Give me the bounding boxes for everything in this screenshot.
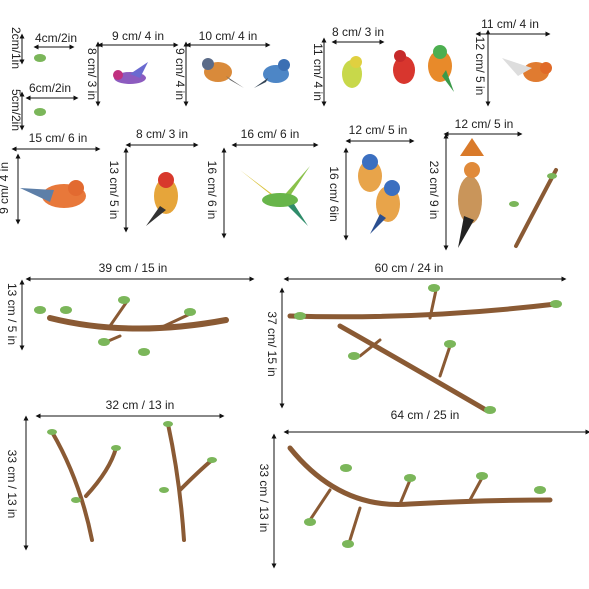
dimension-label: 23 cm/ 9 in: [427, 161, 441, 220]
dimension-label: 33 cm / 13 in: [5, 450, 19, 519]
dimension-label: 11 cm/ 4 in: [481, 17, 539, 31]
dimension-label: 16 cm/ 6in: [327, 166, 341, 221]
dimension-label: 37 cm/ 15 in: [265, 311, 279, 376]
dimension-label: 13 cm/ 5 in: [107, 161, 121, 220]
dimension-label: 4cm/2in: [35, 31, 77, 45]
dimension-label: 2cm/1in: [9, 27, 23, 69]
dimension-label: 8 cm/ 3 in: [85, 48, 99, 100]
vertical-dimensions: 2cm/1in 8 cm/ 3 in 9 cm/ 4 in 11 cm/ 4 i…: [0, 27, 491, 569]
horizontal-dimensions: 4cm/2in 9 cm/ 4 in 10 cm/ 4 in 8 cm/ 3 i…: [11, 17, 589, 435]
dimension-label: 8 cm/ 3 in: [332, 25, 384, 39]
dimension-label: 32 cm / 13 in: [106, 398, 175, 412]
dimension-label: 5cm/2in: [9, 89, 23, 131]
dimension-label: 60 cm / 24 in: [375, 261, 444, 275]
dimension-label: 8 cm/ 3 in: [136, 127, 188, 141]
dimension-label: 9 cm/ 4 in: [173, 48, 187, 100]
dimension-label: 9 cm/ 4 in: [112, 29, 164, 43]
branches: [34, 284, 562, 548]
dimension-label: 12 cm/ 5 in: [349, 123, 408, 137]
dimension-label: 12 cm/ 5 in: [473, 37, 487, 96]
dimension-label: 15 cm/ 6 in: [29, 131, 88, 145]
dimension-label: 16 cm/ 6 in: [241, 127, 300, 141]
birds: [20, 45, 558, 248]
dimension-label: 33 cm / 13 in: [257, 464, 271, 533]
dimension-label: 13 cm / 5 in: [5, 283, 19, 345]
dimension-label: 11 cm/ 4 in: [311, 43, 325, 101]
dimension-label: 10 cm/ 4 in: [199, 29, 258, 43]
dimension-label: 6cm/2in: [29, 81, 71, 95]
dimension-label: 39 cm / 15 in: [99, 261, 168, 275]
dimension-label: 9 cm/ 4 in: [0, 162, 11, 214]
dimension-label: 64 cm / 25 in: [391, 408, 460, 422]
dimension-label: 12 cm/ 5 in: [455, 117, 514, 131]
dimension-label: 16 cm/ 6 in: [205, 161, 219, 220]
